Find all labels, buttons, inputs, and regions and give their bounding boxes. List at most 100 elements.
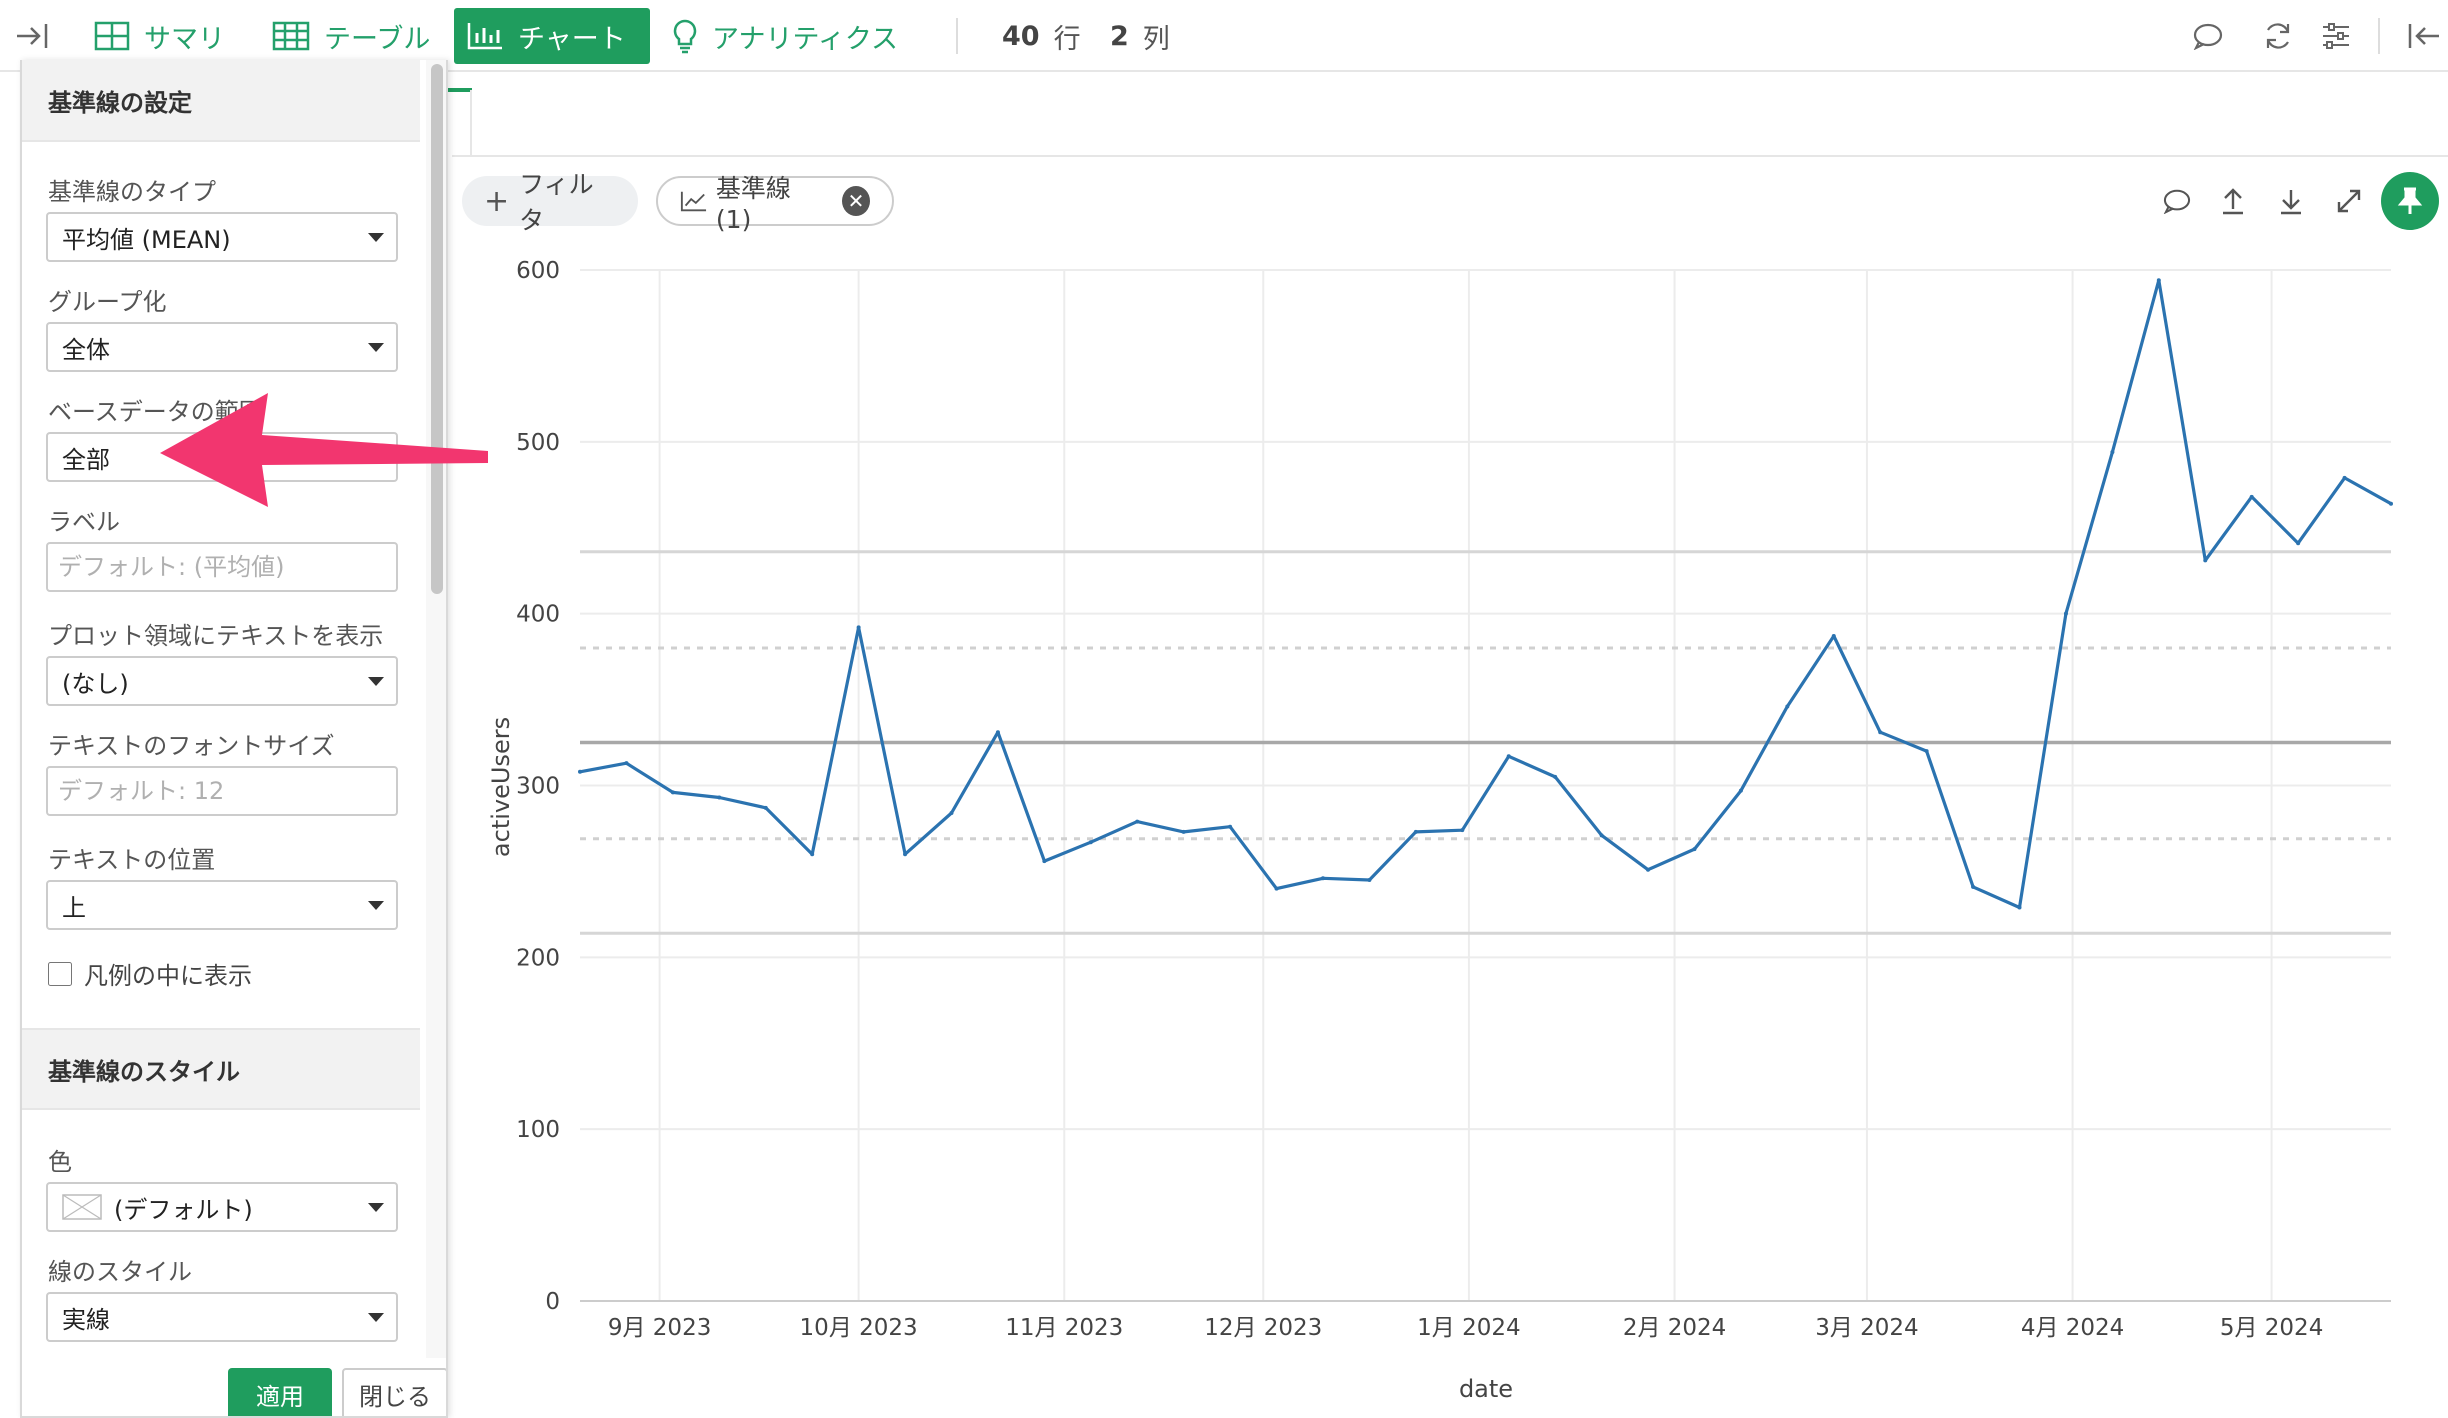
panel-scrollbar[interactable] [426, 60, 446, 1358]
label-field-label: ラベル [48, 508, 120, 536]
plot-text-select[interactable]: (なし) [46, 656, 398, 706]
reference-type-label: 基準線のタイプ [48, 178, 216, 206]
show-in-legend-checkbox-input[interactable] [48, 961, 72, 986]
data-point[interactable] [2249, 494, 2254, 499]
data-point[interactable] [1878, 730, 1883, 735]
y-axis-ticks: 0 100 200 300 400 500 600 [516, 260, 560, 1315]
bar-chart-icon [467, 23, 502, 50]
data-point[interactable] [1646, 867, 1651, 872]
data-point[interactable] [2110, 450, 2115, 455]
section-title-reference-style: 基準線のスタイル [48, 1057, 240, 1086]
font-size-input[interactable] [46, 766, 398, 816]
text-position-select[interactable]: 上 [46, 880, 398, 930]
y-tick-label: 200 [516, 945, 560, 971]
reference-line-chip-label: 基準線 (1) [715, 173, 791, 234]
data-point[interactable] [1692, 847, 1697, 852]
fullscreen-icon[interactable] [2332, 184, 2366, 218]
tab-summary[interactable]: サマリ [82, 8, 237, 64]
data-point[interactable] [1460, 828, 1465, 833]
data-point[interactable] [670, 790, 675, 795]
line-style-select[interactable]: 実線 [46, 1292, 398, 1342]
color-select[interactable]: (デフォルト) [46, 1182, 398, 1232]
data-point[interactable] [810, 852, 815, 857]
data-point[interactable] [578, 769, 582, 774]
data-point[interactable] [1181, 829, 1186, 834]
reference-type-select[interactable]: 平均値 (MEAN) [46, 212, 398, 262]
upload-icon[interactable] [2216, 184, 2250, 218]
x-tick-label: 10月 2023 [800, 1315, 918, 1341]
data-point[interactable] [1553, 774, 1558, 779]
expand-panel-icon[interactable] [12, 16, 52, 56]
data-point[interactable] [1135, 819, 1140, 824]
data-point[interactable] [856, 625, 861, 630]
plot-text-value: (なし) [62, 669, 129, 698]
reference-type-value: 平均値 (MEAN) [62, 225, 231, 254]
data-point[interactable] [2342, 475, 2347, 480]
data-point[interactable] [903, 852, 908, 857]
tab-chart[interactable]: チャート [454, 8, 650, 64]
close-button[interactable]: 閉じる [342, 1368, 446, 1416]
reference-line-chip[interactable]: 基準線 (1) ✕ [656, 174, 894, 234]
settings-sliders-icon[interactable] [2316, 16, 2356, 56]
data-point[interactable] [995, 730, 1000, 735]
data-point[interactable] [1228, 824, 1233, 829]
data-point[interactable] [2389, 501, 2393, 506]
data-point[interactable] [949, 810, 954, 815]
data-point[interactable] [1599, 833, 1604, 838]
plus-icon: + [484, 183, 510, 219]
data-point[interactable] [1367, 878, 1372, 883]
color-value: (デフォルト) [114, 1195, 253, 1224]
data-point[interactable] [1738, 788, 1743, 793]
add-filter-label: フィルタ [519, 170, 594, 235]
tab-summary-label: サマリ [144, 23, 225, 55]
comment-icon[interactable] [2188, 18, 2228, 54]
data-point[interactable] [1413, 829, 1418, 834]
data-point[interactable] [2017, 905, 2022, 910]
reference-lines [580, 550, 2391, 935]
tab-table[interactable]: テーブル [260, 8, 442, 64]
data-point[interactable] [1785, 704, 1790, 709]
annotation-arrow-icon [160, 393, 488, 507]
tab-analytics[interactable]: アナリティクス [660, 8, 910, 64]
data-point[interactable] [1320, 876, 1325, 881]
data-point[interactable] [2156, 278, 2161, 283]
x-tick-label: 4月 2024 [2021, 1315, 2124, 1341]
font-size-label: テキストのフォントサイズ [48, 732, 335, 760]
line-chart: 0 100 200 300 400 500 600 9月 2023 10月 2023 11月 2… [487, 260, 2393, 1403]
data-point[interactable] [2203, 558, 2208, 563]
refresh-icon[interactable] [2258, 16, 2298, 56]
data-point[interactable] [1831, 634, 1836, 639]
x-axis-title: date [1459, 1375, 1513, 1403]
data-point[interactable] [763, 805, 768, 810]
data-point[interactable] [1088, 840, 1093, 845]
chart-comment-icon[interactable] [2160, 184, 2194, 218]
remove-reference-icon[interactable]: ✕ [842, 186, 870, 216]
label-input[interactable] [46, 542, 398, 592]
apply-button[interactable]: 適用 [228, 1368, 332, 1416]
line-style-value: 実線 [62, 1305, 110, 1334]
data-point[interactable] [1924, 749, 1929, 754]
data-point[interactable] [1506, 754, 1511, 759]
data-point[interactable] [1971, 884, 1976, 889]
add-filter-button[interactable]: + フィルタ [462, 170, 638, 235]
data-point[interactable] [2063, 611, 2068, 616]
show-in-legend-checkbox[interactable]: 凡例の中に表示 [48, 956, 252, 991]
subtab-active-indicator [448, 88, 472, 92]
data-point[interactable] [717, 795, 722, 800]
data-point[interactable] [1042, 859, 1047, 864]
collapse-right-icon[interactable] [2404, 16, 2444, 56]
data-point[interactable] [2296, 541, 2301, 546]
grouping-select[interactable]: 全体 [46, 322, 398, 372]
x-axis-ticks: 9月 2023 10月 2023 11月 2023 12月 2023 1月 2024 2月… [608, 1315, 2323, 1341]
x-gridlines [658, 270, 2273, 1301]
download-icon[interactable] [2274, 184, 2308, 218]
section-title-reference-settings: 基準線の設定 [48, 88, 192, 117]
pin-icon[interactable] [2381, 172, 2439, 230]
y-tick-label: 100 [516, 1117, 560, 1143]
data-point[interactable] [1274, 886, 1279, 891]
tab-table-label: テーブル [324, 23, 431, 55]
text-position-label: テキストの位置 [48, 846, 216, 874]
reference-line-settings-panel: 基準線の設定 基準線のタイプ 平均値 (MEAN) グループ化 全体 ベースデー… [20, 60, 448, 1418]
data-point[interactable] [624, 761, 629, 766]
grouping-label: グループ化 [48, 288, 167, 316]
